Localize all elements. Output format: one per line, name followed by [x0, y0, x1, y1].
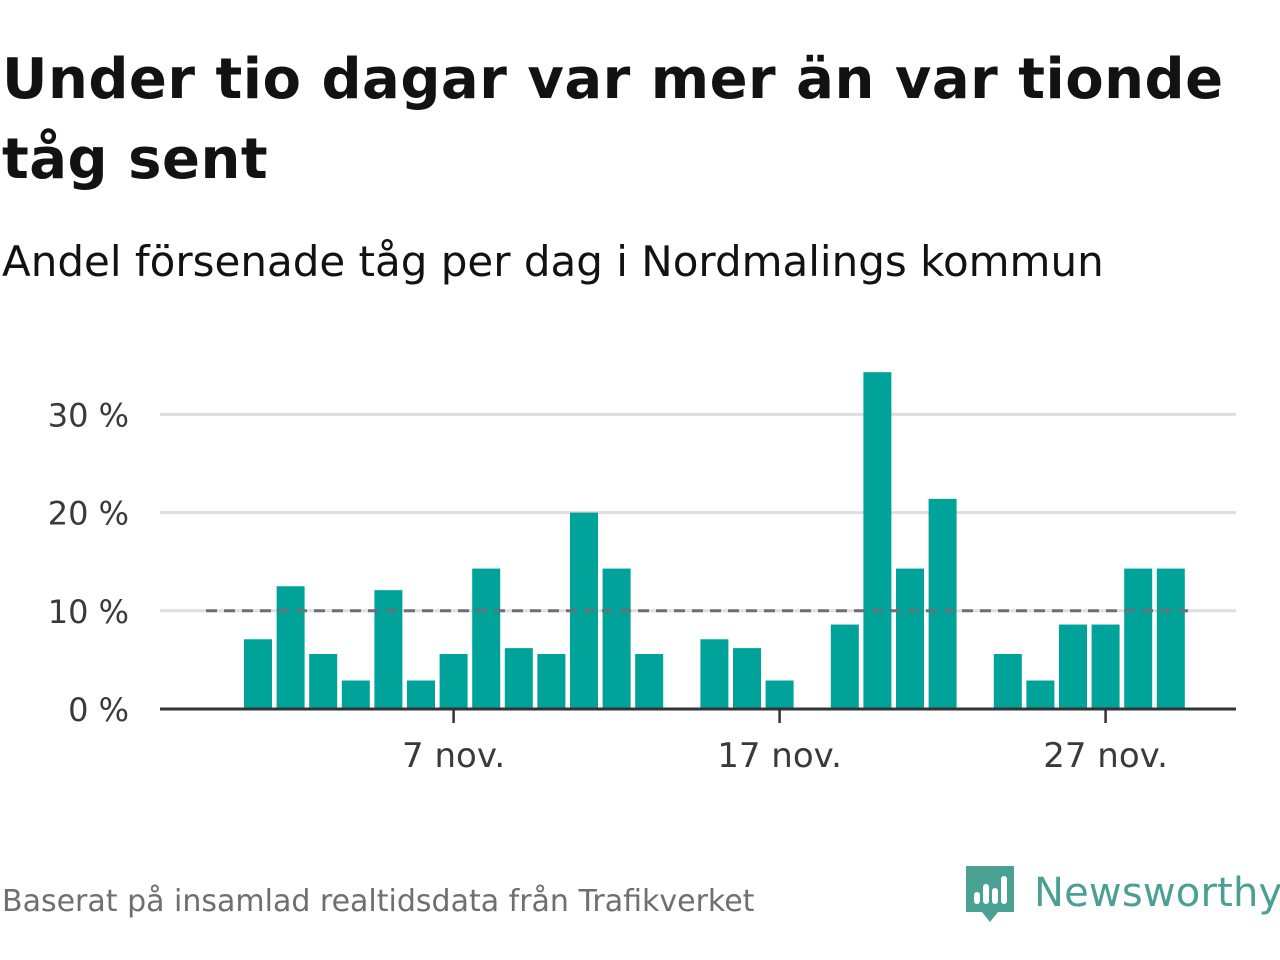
- y-tick-label: 0 %: [68, 691, 129, 729]
- bar-2018-11-16: [733, 648, 761, 709]
- bar-2018-11-25: [1026, 680, 1055, 709]
- x-tick-label: 17 nov.: [717, 736, 842, 776]
- bar-2018-11-26: [1059, 624, 1087, 709]
- bar-2018-11-24: [993, 654, 1022, 709]
- bar-2018-11-03: [309, 654, 338, 709]
- bar-2018-11-15: [700, 639, 729, 709]
- brand-name: Newsworthy: [1034, 870, 1280, 916]
- x-tick-label: 7 nov.: [402, 736, 505, 776]
- brand-logo: Newsworthy: [964, 862, 1280, 924]
- chart-title: Under tio dagar var mer än var tionde tå…: [2, 47, 1224, 192]
- x-tick-label: 27 nov.: [1043, 736, 1168, 776]
- bar-2018-11-10: [537, 654, 566, 709]
- bar-2018-11-29: [1156, 568, 1185, 709]
- bar-2018-11-17: [765, 680, 794, 709]
- bar-2018-11-19: [830, 624, 859, 709]
- bar-2018-11-04: [341, 680, 370, 709]
- bar-2018-11-06: [407, 680, 435, 709]
- bar-2018-11-27: [1091, 624, 1120, 709]
- bars: [244, 372, 1185, 709]
- y-tick-label: 20 %: [48, 495, 129, 533]
- bar-2018-11-22: [928, 498, 957, 709]
- bar-2018-11-21: [896, 568, 924, 709]
- bar-chart: 0 % 10 % 20 % 30 % 7 nov. 17 nov. 27 nov.: [48, 372, 1236, 776]
- chart-subtitle: Andel försenade tåg per dag i Nordmaling…: [2, 237, 1104, 286]
- bar-2018-11-28: [1124, 568, 1153, 709]
- grid-lines: [160, 412, 1236, 613]
- bar-2018-11-08: [472, 568, 501, 709]
- y-tick-label: 30 %: [48, 396, 129, 434]
- bar-2018-11-02: [276, 586, 305, 709]
- bar-2018-11-13: [635, 654, 664, 709]
- bar-2018-11-09: [504, 648, 533, 709]
- bar-2018-11-01: [244, 639, 272, 709]
- source-note: Baserat på insamlad realtidsdata från Tr…: [2, 884, 755, 919]
- bar-2018-11-12: [602, 568, 631, 709]
- newsworthy-logo-icon: [966, 866, 1014, 922]
- bar-2018-11-20: [863, 372, 892, 709]
- bar-2018-11-07: [439, 654, 468, 709]
- y-tick-label: 10 %: [48, 593, 129, 631]
- bar-2018-11-05: [374, 590, 403, 709]
- axes: 0 % 10 % 20 % 30 % 7 nov. 17 nov. 27 nov.: [48, 396, 1236, 776]
